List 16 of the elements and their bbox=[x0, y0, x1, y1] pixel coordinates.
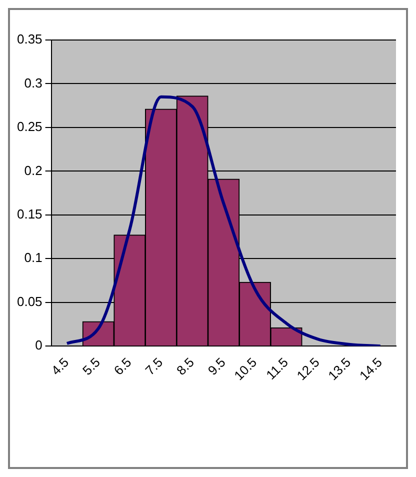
x-tick-label: 11.5 bbox=[263, 354, 291, 382]
x-tick-label: 7.5 bbox=[142, 354, 166, 378]
y-tick-label: 0.25 bbox=[16, 119, 42, 134]
x-tick-label: 4.5 bbox=[48, 354, 72, 378]
x-tick-label: 6.5 bbox=[110, 354, 134, 378]
y-tick-label: 0 bbox=[35, 338, 42, 353]
x-tick-label: 5.5 bbox=[80, 354, 103, 378]
y-tick-label: 0.3 bbox=[24, 75, 42, 90]
y-tick-label: 0.15 bbox=[16, 206, 42, 222]
y-tick-label: 0.1 bbox=[24, 250, 42, 266]
x-tick-label: 9.5 bbox=[204, 354, 228, 378]
y-tick-label: 0.2 bbox=[24, 162, 42, 178]
y-tick-label: 0.05 bbox=[16, 294, 42, 309]
y-tick-label: 0.35 bbox=[16, 32, 42, 47]
x-tick-label: 8.5 bbox=[174, 354, 197, 378]
line-series bbox=[65, 95, 382, 346]
